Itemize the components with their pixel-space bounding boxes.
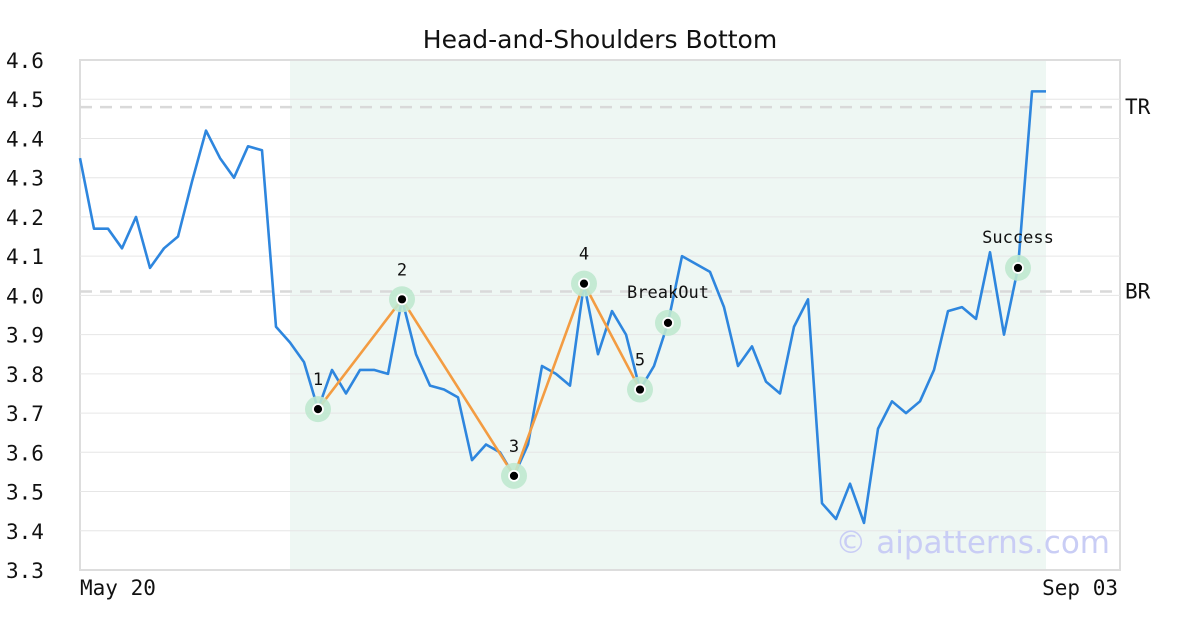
y-tick-label: 4.6 (6, 49, 44, 73)
y-tick-label: 3.6 (6, 441, 44, 465)
y-tick-label: 3.4 (6, 520, 44, 544)
watermark: © aipatterns.com (835, 525, 1110, 561)
success-point-dot (1012, 262, 1024, 274)
y-tick-label: 3.3 (6, 559, 44, 583)
pattern-point-1-dot (312, 403, 324, 416)
y-tick-label: 3.9 (6, 324, 44, 348)
pattern-point-3-label: 3 (509, 437, 519, 457)
y-tick-label: 3.5 (6, 481, 44, 505)
reference-line-label-br: BR (1125, 279, 1151, 303)
pattern-point-5-dot (634, 383, 646, 396)
x-tick-label-end: Sep 03 (1042, 576, 1118, 600)
x-tick-label-start: May 20 (80, 576, 156, 600)
y-tick-label: 3.7 (6, 402, 44, 426)
pattern-point-2-label: 2 (397, 260, 407, 280)
y-tick-label: 4.3 (6, 167, 44, 191)
pattern-point-3-dot (508, 469, 520, 482)
breakout-point-label: BreakOut (627, 283, 709, 303)
y-tick-label: 4.4 (6, 127, 44, 151)
pattern-point-1-label: 1 (313, 370, 323, 390)
reference-line-label-tr: TR (1125, 95, 1151, 119)
y-tick-label: 4.0 (6, 284, 44, 308)
pattern-point-4-label: 4 (579, 245, 589, 265)
breakout-point-dot (662, 316, 674, 329)
y-tick-label: 3.8 (6, 363, 44, 387)
chart-title: Head-and-Shoulders Bottom (423, 25, 777, 54)
success-point-label: Success (982, 228, 1054, 248)
y-tick-label: 4.2 (6, 206, 44, 230)
y-tick-label: 4.1 (6, 245, 44, 269)
pattern-point-5-label: 5 (635, 351, 645, 371)
y-tick-label: 4.5 (6, 88, 44, 112)
price-series-line (78, 90, 1046, 525)
pattern-point-4-dot (578, 277, 590, 290)
pattern-point-2-dot (396, 293, 408, 306)
